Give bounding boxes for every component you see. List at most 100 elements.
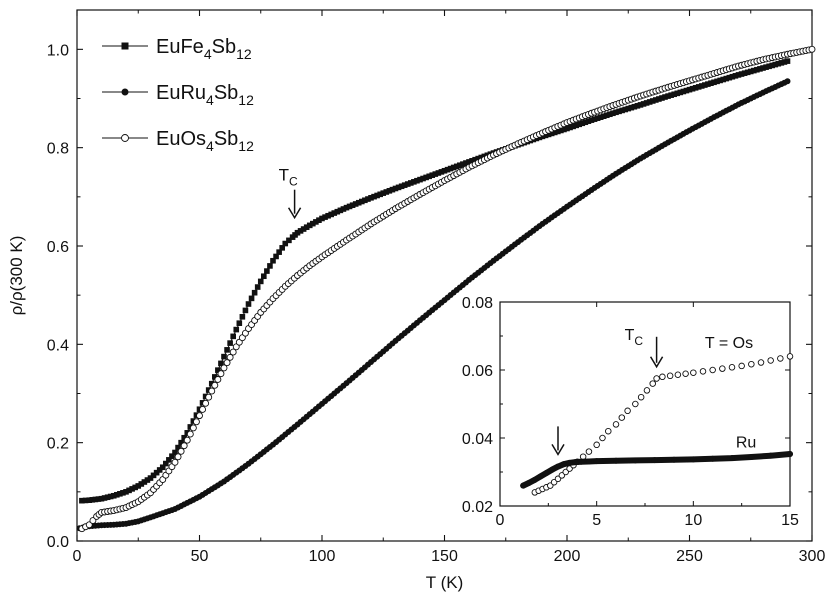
data-point bbox=[709, 455, 716, 462]
data-point bbox=[579, 120, 586, 127]
data-point bbox=[748, 360, 755, 368]
data-point bbox=[632, 400, 639, 408]
data-point bbox=[566, 459, 573, 466]
data-point bbox=[104, 494, 111, 501]
data-point bbox=[340, 206, 347, 212]
data-point bbox=[282, 240, 289, 247]
y-tick-label: 1.0 bbox=[47, 42, 69, 59]
legend: EuFe4Sb12 EuRu4Sb12 EuOs4Sb12 bbox=[102, 36, 254, 154]
data-point bbox=[208, 387, 216, 395]
data-point bbox=[414, 177, 420, 184]
data-point bbox=[640, 101, 647, 107]
data-point bbox=[346, 203, 353, 210]
data-point bbox=[744, 69, 751, 76]
data-point bbox=[671, 456, 677, 463]
data-point bbox=[429, 172, 436, 178]
data-point bbox=[631, 103, 638, 110]
data-point bbox=[261, 273, 267, 280]
data-point bbox=[178, 439, 184, 446]
data-point bbox=[181, 434, 187, 441]
data-point bbox=[444, 166, 451, 173]
data-point bbox=[242, 307, 249, 314]
data-point bbox=[325, 212, 331, 219]
data-point bbox=[578, 458, 585, 465]
data-point bbox=[227, 340, 233, 346]
data-point bbox=[239, 314, 246, 320]
data-point bbox=[392, 185, 399, 192]
data-point bbox=[582, 119, 589, 126]
data-point bbox=[708, 80, 714, 86]
data-point bbox=[86, 497, 93, 503]
data-point bbox=[610, 110, 616, 117]
data-point bbox=[349, 202, 356, 208]
data-point bbox=[441, 167, 448, 174]
data-point bbox=[784, 78, 791, 85]
data-point bbox=[189, 424, 197, 432]
data-point bbox=[175, 444, 181, 451]
inset-y-tick-label: 0.04 bbox=[462, 431, 493, 448]
data-point bbox=[643, 100, 650, 106]
data-point bbox=[469, 158, 475, 164]
data-point bbox=[251, 289, 258, 296]
data-point bbox=[478, 154, 485, 161]
data-point bbox=[738, 362, 745, 370]
inset-ru-arrow-head bbox=[551, 444, 565, 456]
data-point bbox=[619, 107, 625, 114]
data-point bbox=[760, 65, 766, 71]
data-point bbox=[205, 393, 213, 401]
data-point bbox=[632, 457, 639, 464]
data-point bbox=[561, 126, 567, 133]
data-point bbox=[613, 109, 619, 116]
data-point bbox=[705, 81, 711, 87]
data-point bbox=[82, 497, 89, 504]
data-point bbox=[365, 196, 371, 202]
data-point bbox=[537, 473, 544, 480]
data-point bbox=[558, 127, 564, 134]
data-point bbox=[653, 375, 660, 382]
data-point bbox=[605, 427, 612, 435]
data-point bbox=[460, 161, 466, 167]
data-point bbox=[545, 131, 552, 138]
data-point bbox=[682, 370, 689, 377]
data-point bbox=[573, 122, 579, 129]
data-point bbox=[741, 70, 748, 76]
inset-x-tick-label: 10 bbox=[684, 512, 702, 529]
data-point bbox=[564, 125, 570, 132]
data-point bbox=[95, 496, 102, 502]
data-point bbox=[593, 458, 600, 465]
data-point bbox=[89, 497, 96, 503]
data-point bbox=[616, 108, 622, 115]
data-point bbox=[732, 73, 739, 79]
data-point bbox=[89, 517, 97, 525]
data-point bbox=[223, 359, 231, 367]
data-point bbox=[313, 219, 319, 225]
x-tick-label: 300 bbox=[799, 548, 826, 565]
data-point bbox=[729, 455, 735, 462]
data-point bbox=[618, 414, 626, 421]
data-point bbox=[457, 162, 463, 169]
series-EuOs4Sb12 bbox=[78, 45, 816, 533]
data-point bbox=[683, 87, 690, 94]
data-point bbox=[328, 211, 334, 218]
data-point bbox=[337, 207, 344, 214]
data-point bbox=[698, 83, 705, 89]
data-point bbox=[300, 226, 307, 232]
data-point bbox=[114, 491, 120, 498]
data-point bbox=[622, 106, 628, 113]
data-point bbox=[607, 111, 613, 118]
tc-arrow-head bbox=[287, 207, 302, 220]
data-point bbox=[352, 201, 359, 207]
data-point bbox=[159, 464, 166, 471]
tc-annotation: TC bbox=[279, 166, 302, 220]
data-point bbox=[728, 364, 736, 371]
data-point bbox=[144, 477, 151, 483]
data-point bbox=[637, 102, 644, 108]
data-point bbox=[709, 366, 716, 374]
inset-y-tick-label: 0.02 bbox=[462, 499, 493, 516]
data-point bbox=[438, 169, 445, 175]
data-point bbox=[463, 160, 469, 166]
data-point bbox=[221, 353, 227, 360]
data-point bbox=[401, 182, 408, 188]
data-point bbox=[186, 430, 194, 438]
data-point bbox=[729, 73, 736, 80]
